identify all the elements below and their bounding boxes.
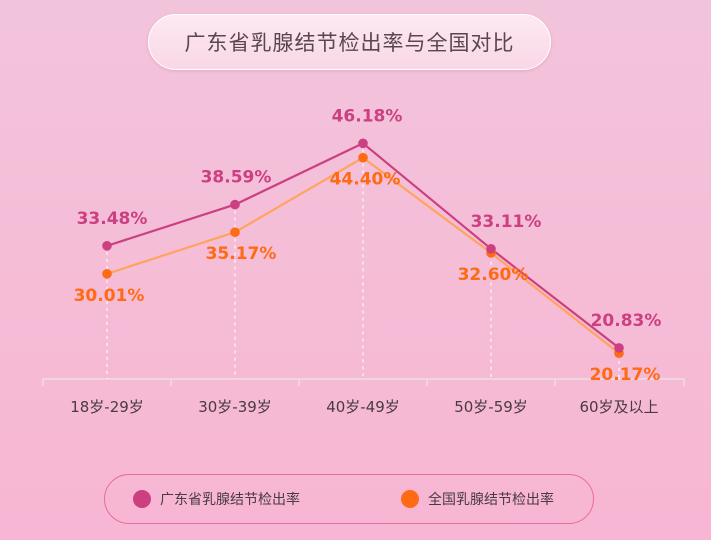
- line-chart: 18岁-29岁 30岁-39岁 40岁-49岁 50岁-59岁 60岁及以上 33.48%…: [42, 106, 685, 416]
- legend-marker-guangdong: [133, 490, 151, 508]
- data-label-national: 35.17%: [206, 244, 277, 264]
- data-point-national: [230, 227, 240, 237]
- data-point-guangdong: [486, 244, 496, 254]
- data-label-guangdong: 33.48%: [77, 209, 148, 229]
- data-label-national: 20.17%: [590, 365, 661, 385]
- data-point-guangdong: [102, 241, 112, 251]
- data-label-national: 32.60%: [458, 265, 529, 285]
- legend-item-national: 全国乳腺结节检出率: [401, 489, 554, 509]
- legend-marker-national: [401, 490, 419, 508]
- data-point-national: [358, 152, 368, 163]
- legend-item-guangdong: 广东省乳腺结节检出率: [133, 489, 300, 509]
- legend-label-guangdong: 广东省乳腺结节检出率: [160, 492, 300, 508]
- x-tick-label: 60岁及以上: [579, 398, 658, 416]
- data-point-national: [102, 269, 112, 279]
- legend-label-national: 全国乳腺结节检出率: [428, 492, 554, 508]
- data-point-guangdong: [358, 138, 368, 149]
- data-label-national: 44.40%: [330, 170, 401, 190]
- data-label-guangdong: 33.11%: [471, 212, 542, 232]
- x-tick-label: 50岁-59岁: [454, 398, 528, 416]
- chart-title: 广东省乳腺结节检出率与全国对比: [184, 31, 515, 55]
- chart-title-pill: 广东省乳腺结节检出率与全国对比: [148, 14, 551, 70]
- data-point-guangdong: [614, 343, 624, 353]
- data-label-national: 30.01%: [74, 286, 145, 306]
- data-label-guangdong: 46.18%: [332, 106, 403, 126]
- data-label-guangdong: 38.59%: [201, 168, 272, 188]
- x-tick-label: 40岁-49岁: [326, 398, 400, 416]
- x-tick-label: 30岁-39岁: [198, 398, 272, 416]
- data-label-guangdong: 20.83%: [591, 311, 662, 331]
- data-point-guangdong: [230, 199, 240, 210]
- x-tick-label: 18岁-29岁: [70, 398, 144, 416]
- legend: 广东省乳腺结节检出率 全国乳腺结节检出率: [104, 474, 594, 524]
